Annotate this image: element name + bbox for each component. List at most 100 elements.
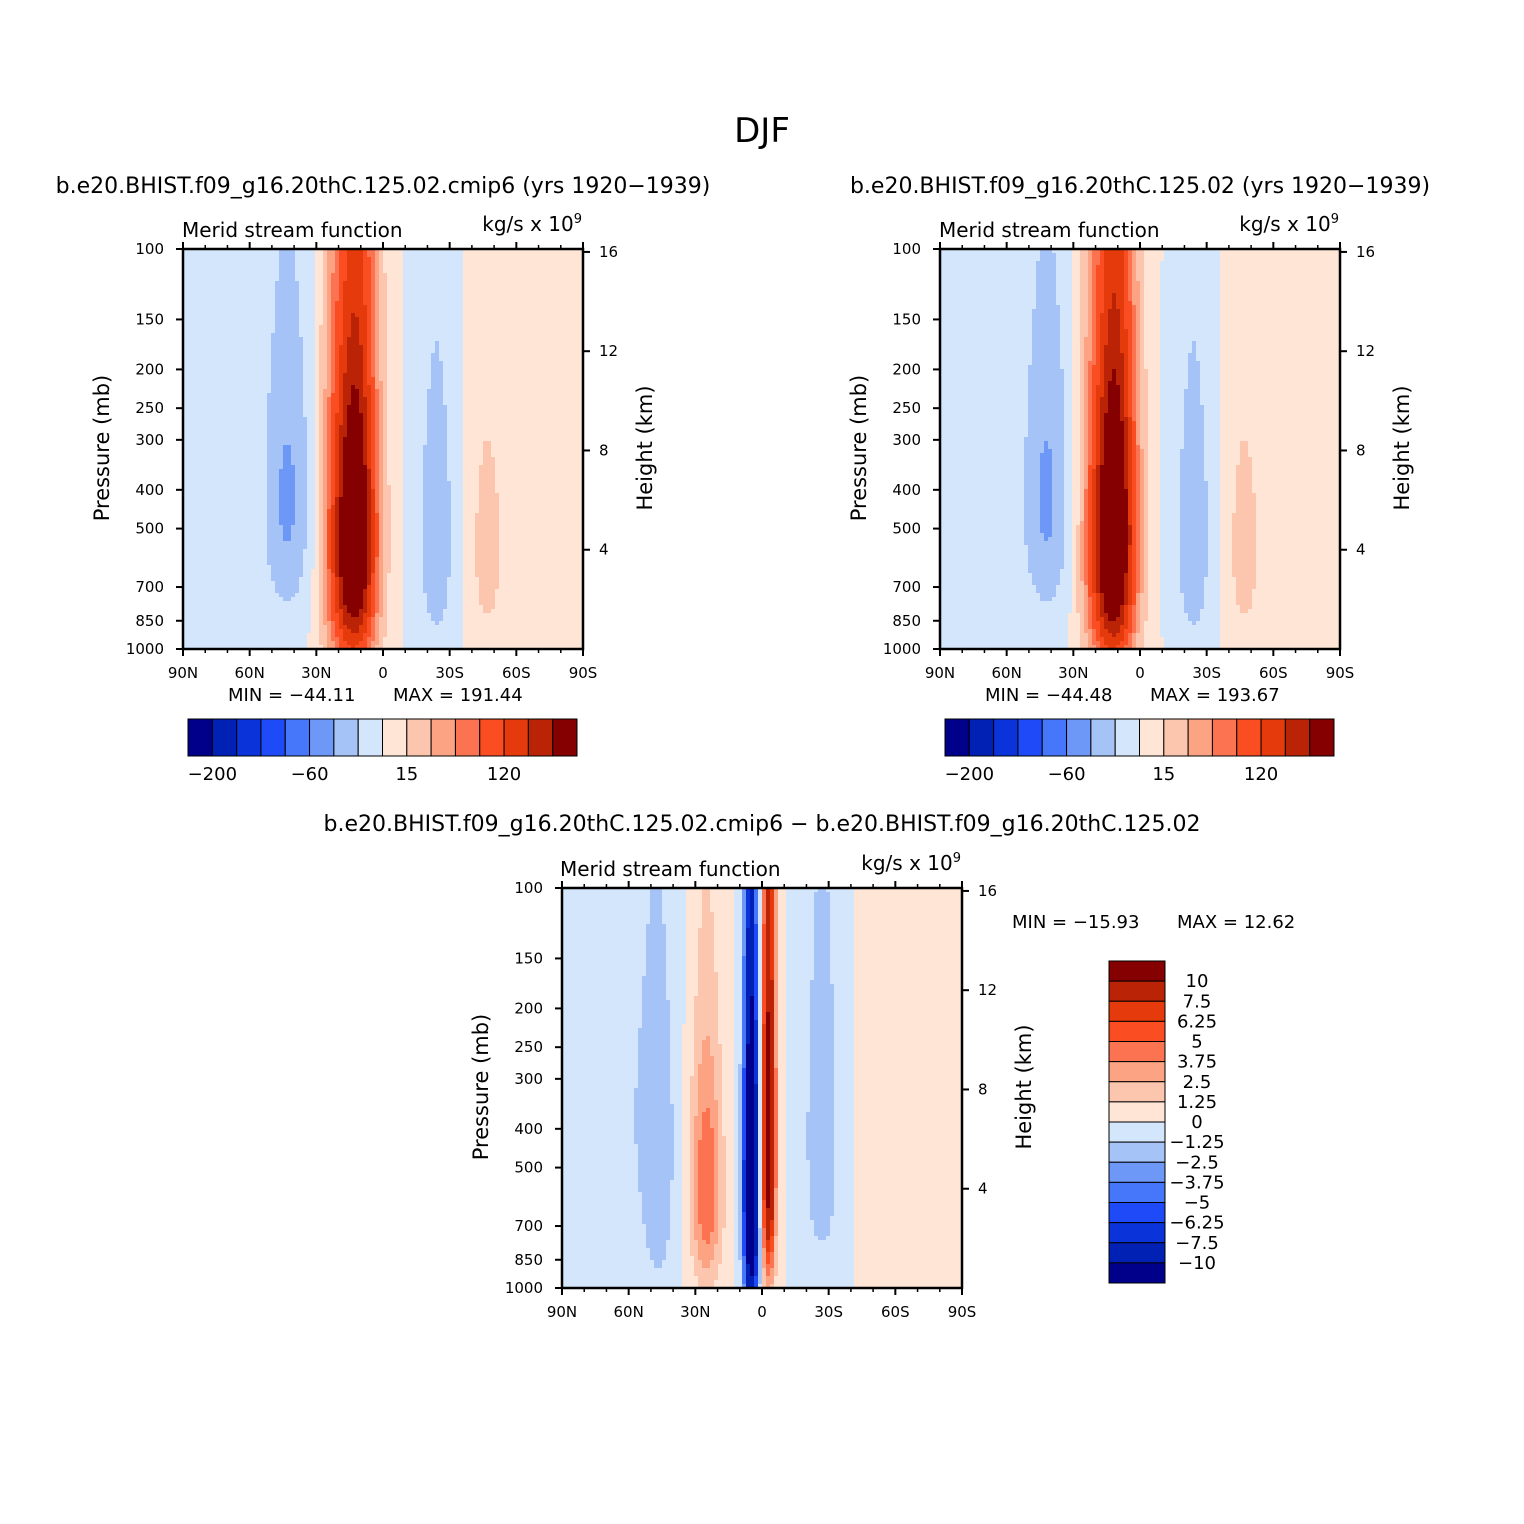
field-cell [235, 277, 239, 281]
field-cell [555, 281, 559, 285]
field-cell [251, 277, 255, 281]
field-cell [355, 269, 359, 273]
field-cell [315, 281, 319, 285]
field-cell [299, 257, 303, 261]
field-cell [275, 257, 279, 261]
field-cell [307, 269, 311, 273]
field-cell [311, 257, 315, 261]
field-cell [551, 281, 555, 285]
field-cell [463, 273, 467, 277]
field-cell [271, 261, 275, 265]
field-cell [503, 269, 507, 273]
field-cell [411, 257, 415, 261]
field-cell [355, 265, 359, 269]
field-cell [383, 277, 387, 281]
field-cell [267, 277, 271, 281]
field-cell [327, 265, 331, 269]
field-cell [371, 261, 375, 265]
field-cell [527, 277, 531, 281]
field-cell [539, 253, 543, 257]
field-cell [231, 253, 235, 257]
field-cell [195, 253, 199, 257]
field-cell [327, 273, 331, 277]
field-cell [527, 265, 531, 269]
field-cell [199, 253, 203, 257]
field-cell [527, 261, 531, 265]
field-cell [187, 257, 191, 261]
field-cell [323, 261, 327, 265]
field-cell [463, 265, 467, 269]
field-cell [475, 265, 479, 269]
field-cell [491, 253, 495, 257]
field-cell [543, 281, 547, 285]
field-cell [315, 261, 319, 265]
field-cell [295, 281, 299, 285]
field-cell [503, 257, 507, 261]
field-cell [571, 261, 575, 265]
field-cell [511, 265, 515, 269]
field-cell [343, 269, 347, 273]
field-cell [391, 273, 395, 277]
field-cell [211, 277, 215, 281]
field-cell [191, 257, 195, 261]
field-cell [287, 277, 291, 281]
field-cell [443, 261, 447, 265]
field-cell [235, 269, 239, 273]
field-cell [551, 273, 555, 277]
field-cell [187, 261, 191, 265]
field-cell [351, 281, 355, 285]
field-cell [275, 265, 279, 269]
field-cell [563, 253, 567, 257]
field-cell [471, 277, 475, 281]
field-cell [351, 269, 355, 273]
field-cell [259, 281, 263, 285]
field-cell [419, 281, 423, 285]
field-cell [303, 265, 307, 269]
field-cell [447, 261, 451, 265]
field-cell [555, 261, 559, 265]
field-cell [399, 257, 403, 261]
field-cell [227, 281, 231, 285]
field-cell [407, 253, 411, 257]
field-cell [475, 257, 479, 261]
field-cell [263, 273, 267, 277]
field-cell [495, 281, 499, 285]
field-cell [571, 257, 575, 261]
field-cell [387, 273, 391, 277]
field-cell [243, 261, 247, 265]
field-cell [243, 273, 247, 277]
field-cell [491, 273, 495, 277]
field-cell [523, 273, 527, 277]
field-cell [575, 273, 579, 277]
field-cell [411, 261, 415, 265]
field-cell [383, 265, 387, 269]
figure: DJF b.e20.BHIST.f09_g16.20thC.125.02.cmi… [0, 0, 1524, 1524]
field-cell [487, 277, 491, 281]
field-cell [263, 277, 267, 281]
field-cell [387, 269, 391, 273]
field-cell [195, 261, 199, 265]
field-cell [471, 265, 475, 269]
field-cell [275, 261, 279, 265]
field-cell [211, 269, 215, 273]
field-cell [463, 277, 467, 281]
field-cell [559, 265, 563, 269]
field-cell [331, 261, 335, 265]
field-cell [427, 269, 431, 273]
field-cell [515, 265, 519, 269]
field-cell [407, 273, 411, 277]
field-cell [547, 265, 551, 269]
field-cell [187, 265, 191, 269]
field-cell [459, 273, 463, 277]
field-cell [223, 277, 227, 281]
field-cell [339, 253, 343, 257]
field-cell [219, 257, 223, 261]
field-cell [443, 281, 447, 285]
field-cell [507, 257, 511, 261]
field-cell [283, 273, 287, 277]
field-cell [283, 265, 287, 269]
field-cell [207, 265, 211, 269]
field-cell [527, 257, 531, 261]
field-cell [503, 273, 507, 277]
field-cell [523, 269, 527, 273]
